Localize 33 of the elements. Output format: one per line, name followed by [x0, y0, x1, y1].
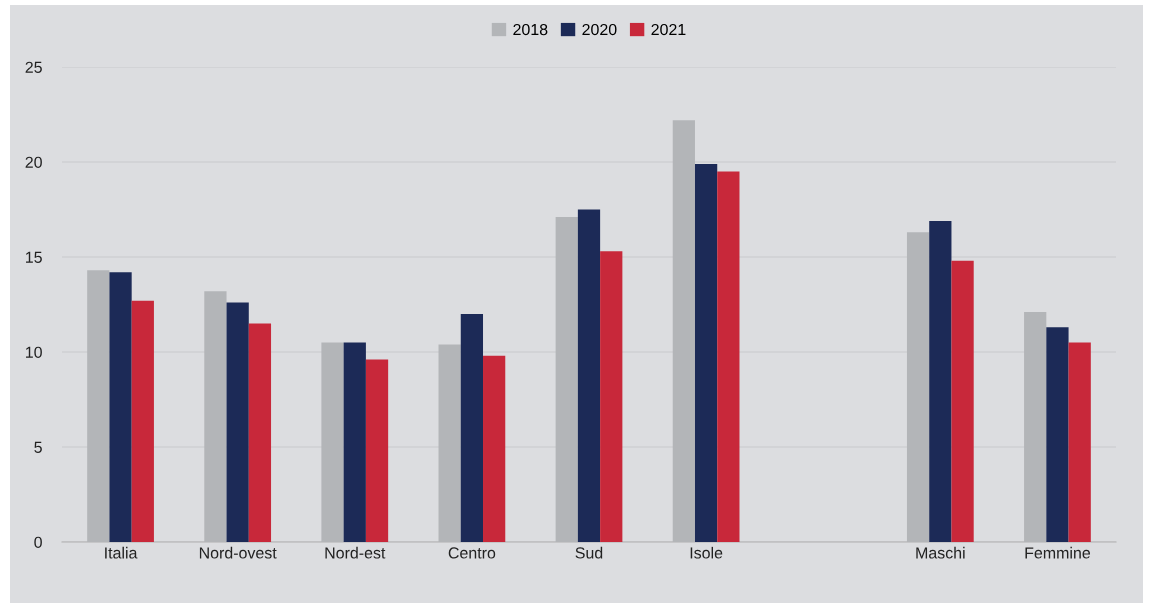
bar [600, 251, 623, 542]
bar [460, 314, 484, 542]
bar [131, 300, 154, 542]
x-tick-label: Femmine [1025, 546, 1091, 559]
y-tick-label: 25 [25, 61, 42, 73]
y-tick-label: 10 [26, 346, 42, 358]
legend-label: 2018 [513, 23, 548, 36]
x-tick-label: Sud [575, 546, 603, 559]
bar [577, 209, 601, 542]
bar [929, 220, 952, 542]
legend-label: 2021 [651, 23, 686, 36]
y-tick-label: 20 [25, 156, 42, 168]
bar [1046, 327, 1069, 542]
x-tick-label: Isole [690, 546, 723, 559]
x-tick-label: Italia [105, 546, 138, 559]
bar [365, 359, 389, 542]
y-tick-label: 5 [34, 441, 42, 453]
x-tick-label: Centro [448, 547, 496, 559]
bar [694, 163, 718, 542]
y-tick-label: 15 [26, 251, 42, 263]
bar [226, 302, 249, 542]
bar [717, 171, 740, 542]
bar [248, 323, 272, 542]
bar [951, 260, 974, 542]
x-tick-label: Maschi [916, 546, 965, 559]
legend-label: 2020 [582, 23, 617, 36]
bar [1068, 342, 1091, 542]
x-tick-label: Nord-est [325, 546, 386, 559]
bar [483, 355, 506, 542]
x-tick-label: Nord-ovest [199, 546, 277, 559]
bar [343, 342, 366, 542]
bar [109, 272, 132, 542]
y-tick-label: 0 [34, 536, 42, 548]
